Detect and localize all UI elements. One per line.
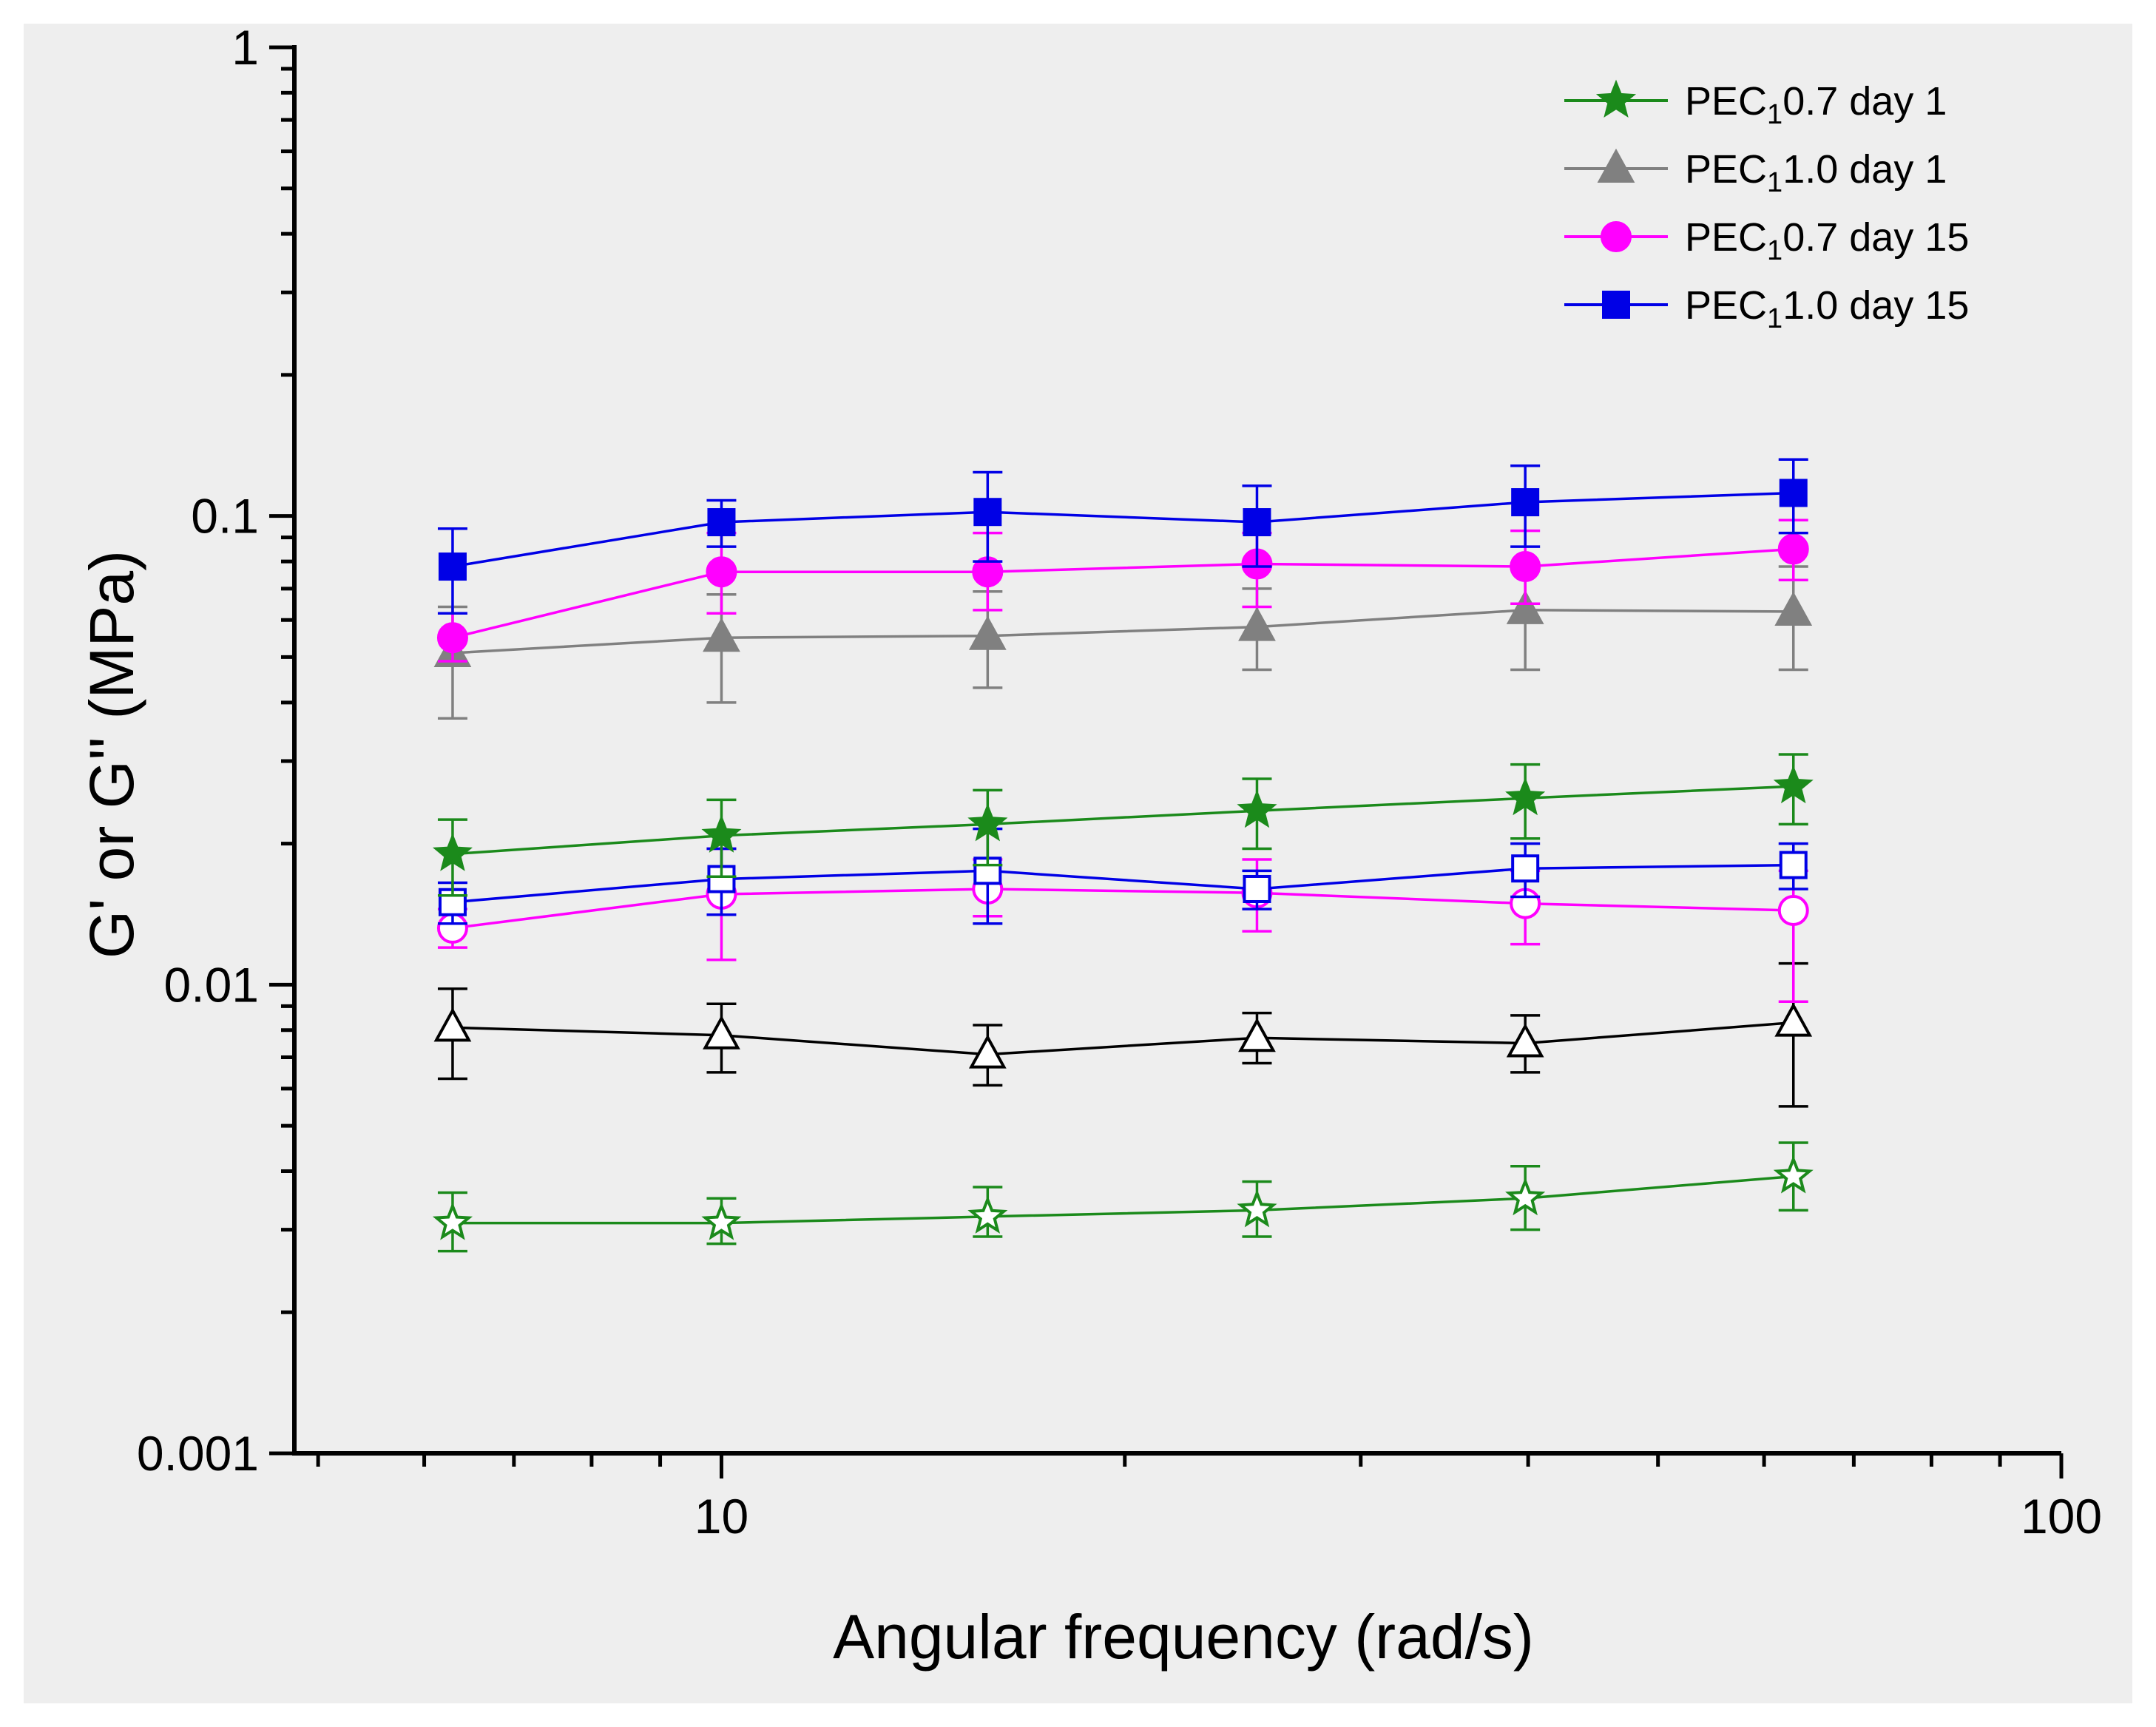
data-point — [701, 814, 742, 853]
data-point — [436, 622, 468, 654]
legend-label: PEC10.7 day 1 — [1685, 79, 1947, 130]
data-point — [1773, 1155, 1814, 1194]
y-tick-label: 1 — [232, 20, 259, 75]
series-6 — [432, 753, 1814, 897]
data-point — [706, 556, 737, 588]
data-point — [1237, 789, 1277, 828]
series-line — [452, 785, 1794, 856]
data-point — [703, 1015, 740, 1050]
data-point — [968, 1034, 1007, 1069]
data-point — [1238, 606, 1276, 641]
data-point — [432, 833, 473, 871]
series-2 — [436, 518, 1809, 663]
data-point — [973, 498, 1002, 527]
data-point — [1237, 1189, 1277, 1228]
x-axis-title: Angular frequency (rad/s) — [833, 1602, 1534, 1672]
data-point — [1779, 851, 1808, 879]
data-point — [1774, 591, 1813, 626]
legend-marker — [1601, 221, 1632, 252]
data-point — [1777, 533, 1809, 565]
y-tick-label: 0.1 — [191, 489, 259, 544]
legend-entry: PEC11.0 day 1 — [1564, 147, 1947, 198]
data-point — [1238, 1018, 1276, 1052]
series-4 — [437, 458, 1808, 615]
y-tick-label: 0.01 — [164, 957, 259, 1012]
series-1 — [433, 961, 1813, 1108]
data-point — [703, 618, 740, 652]
legend-marker — [1602, 291, 1630, 319]
data-point — [1510, 551, 1541, 583]
data-point — [967, 802, 1008, 842]
series-7 — [432, 1141, 1814, 1253]
legend-label: PEC11.0 day 1 — [1685, 147, 1947, 198]
legend-entry: PEC11.0 day 15 — [1564, 283, 1969, 334]
series-line — [452, 609, 1794, 655]
data-point — [707, 865, 736, 893]
legend-entry: PEC10.7 day 1 — [1564, 79, 1947, 130]
data-point — [1243, 874, 1271, 903]
data-point — [968, 615, 1007, 650]
data-point — [1777, 894, 1809, 926]
legend-entry: PEC10.7 day 15 — [1564, 215, 1969, 266]
series-line — [452, 1175, 1794, 1225]
data-point — [1506, 589, 1544, 624]
legend-label: PEC11.0 day 15 — [1685, 283, 1969, 334]
x-tick-label: 100 — [2021, 1489, 2102, 1544]
series-line — [452, 863, 1794, 904]
data-point — [1505, 777, 1546, 816]
legend-marker — [1597, 148, 1635, 183]
data-point — [1506, 1023, 1544, 1058]
data-point — [433, 1007, 472, 1042]
y-axis-title: G' or G'' (MPa) — [77, 550, 146, 959]
legend: PEC10.7 day 1 PEC11.0 day 1 PEC10.7 day 15… — [1564, 79, 1969, 334]
series-line — [452, 1021, 1794, 1056]
data-point — [1774, 1002, 1813, 1037]
data-point — [438, 552, 467, 581]
plot-series — [432, 458, 1814, 1253]
data-point — [1773, 765, 1814, 804]
data-point — [701, 1202, 742, 1240]
data-point — [1243, 508, 1271, 537]
series-line — [452, 547, 1794, 639]
series-line — [452, 888, 1794, 930]
x-tick-label: 10 — [695, 1489, 748, 1544]
legend-label: PEC10.7 day 15 — [1685, 215, 1969, 266]
axes: 0.001 0.01 0.1 1 10 100 — [137, 20, 2102, 1544]
data-point — [1511, 854, 1540, 883]
series-line — [452, 491, 1794, 568]
data-point — [967, 1195, 1008, 1234]
y-tick-label: 0.001 — [137, 1426, 259, 1481]
data-point — [432, 1202, 473, 1240]
legend-marker — [1595, 79, 1637, 118]
data-point — [1511, 488, 1540, 517]
data-point — [707, 508, 736, 537]
data-point — [1505, 1177, 1546, 1216]
data-point — [1779, 479, 1808, 507]
